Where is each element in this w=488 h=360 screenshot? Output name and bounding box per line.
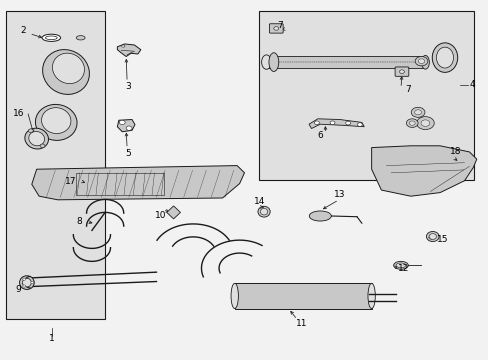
Ellipse shape <box>52 53 84 84</box>
Text: 1: 1 <box>49 334 55 343</box>
Text: 14: 14 <box>253 197 264 206</box>
Ellipse shape <box>25 128 48 149</box>
Polygon shape <box>166 206 180 219</box>
Circle shape <box>119 120 125 125</box>
Text: 5: 5 <box>125 149 131 158</box>
Ellipse shape <box>406 119 417 127</box>
Text: 7: 7 <box>405 85 410 94</box>
Text: 18: 18 <box>449 148 461 156</box>
Ellipse shape <box>41 108 71 134</box>
Polygon shape <box>117 44 141 57</box>
Ellipse shape <box>268 53 278 72</box>
Bar <box>234 283 371 309</box>
Ellipse shape <box>20 276 34 289</box>
Ellipse shape <box>261 55 271 69</box>
Circle shape <box>22 278 25 280</box>
Circle shape <box>22 285 25 287</box>
Ellipse shape <box>399 70 404 73</box>
Ellipse shape <box>42 34 61 41</box>
Ellipse shape <box>260 208 267 215</box>
Polygon shape <box>117 120 135 132</box>
Bar <box>76 173 163 195</box>
Ellipse shape <box>420 120 429 126</box>
Polygon shape <box>308 119 364 129</box>
Ellipse shape <box>258 206 270 217</box>
Text: 16: 16 <box>13 109 24 118</box>
Ellipse shape <box>435 47 453 68</box>
Ellipse shape <box>45 36 57 40</box>
Ellipse shape <box>29 131 44 146</box>
Ellipse shape <box>35 104 77 140</box>
Circle shape <box>314 121 319 125</box>
Ellipse shape <box>22 278 31 287</box>
Ellipse shape <box>421 55 428 69</box>
Circle shape <box>31 282 34 284</box>
Ellipse shape <box>414 57 427 66</box>
Ellipse shape <box>414 110 421 115</box>
Text: 9: 9 <box>16 285 21 294</box>
Ellipse shape <box>308 211 331 221</box>
Text: 11: 11 <box>296 320 307 328</box>
Ellipse shape <box>40 144 45 148</box>
Ellipse shape <box>408 121 414 125</box>
Ellipse shape <box>426 231 438 242</box>
Text: 15: 15 <box>436 235 447 244</box>
Ellipse shape <box>28 129 33 132</box>
Circle shape <box>329 121 334 125</box>
Circle shape <box>345 121 350 125</box>
Ellipse shape <box>431 43 457 72</box>
Text: 4: 4 <box>468 80 474 89</box>
Ellipse shape <box>393 261 407 269</box>
Ellipse shape <box>273 27 278 30</box>
Text: 12: 12 <box>397 264 408 273</box>
Text: 10: 10 <box>154 211 166 220</box>
Text: 7: 7 <box>276 21 282 30</box>
Bar <box>259 11 473 180</box>
Text: 8: 8 <box>76 217 82 226</box>
FancyBboxPatch shape <box>394 67 408 76</box>
Bar <box>6 11 105 319</box>
Text: 6: 6 <box>316 130 322 139</box>
Polygon shape <box>32 166 244 200</box>
Text: 3: 3 <box>125 82 131 91</box>
Ellipse shape <box>428 234 435 239</box>
Text: 2: 2 <box>20 26 26 35</box>
Bar <box>264 56 425 68</box>
Ellipse shape <box>121 45 125 47</box>
Ellipse shape <box>367 283 375 309</box>
Ellipse shape <box>42 50 89 94</box>
Ellipse shape <box>76 36 85 40</box>
Circle shape <box>357 123 362 126</box>
Ellipse shape <box>418 59 424 63</box>
Ellipse shape <box>410 107 424 117</box>
Text: 13: 13 <box>333 190 345 199</box>
Polygon shape <box>371 146 476 196</box>
Circle shape <box>126 126 132 130</box>
FancyBboxPatch shape <box>269 24 283 33</box>
Ellipse shape <box>395 263 405 268</box>
Ellipse shape <box>231 283 238 309</box>
Ellipse shape <box>416 117 433 130</box>
Text: 17: 17 <box>65 177 77 186</box>
